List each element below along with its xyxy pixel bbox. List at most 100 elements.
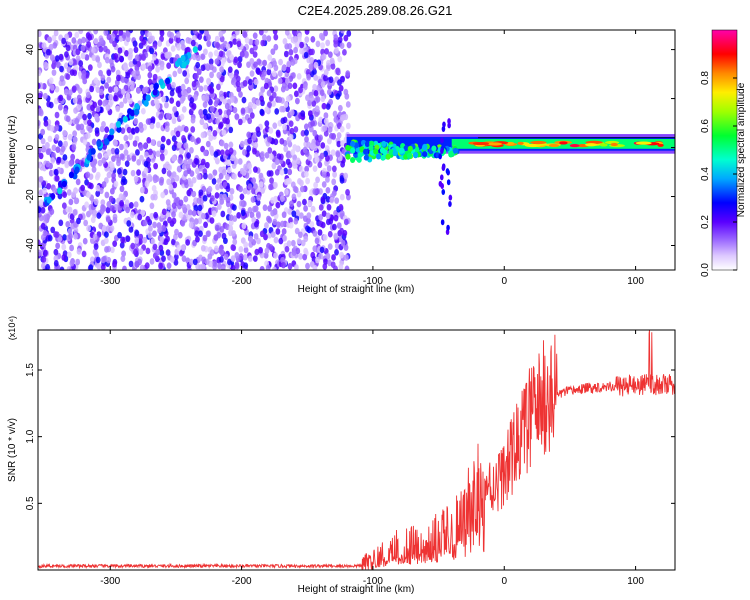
spectrogram-cell	[158, 113, 164, 121]
spectrogram-cell	[48, 101, 54, 109]
spectrogram-cell	[169, 97, 175, 104]
spectrogram-cell	[342, 48, 347, 56]
spectrogram-cell	[244, 36, 250, 44]
spectrogram-cell	[309, 56, 314, 64]
spectrogram-cell	[253, 61, 258, 69]
spectrogram-cell	[243, 241, 249, 248]
spectrogram-cell	[293, 186, 299, 194]
spectrogram-cell	[288, 221, 294, 229]
spectrogram-cell	[198, 230, 203, 237]
spectrogram-cell	[140, 53, 146, 60]
spectrogram-cell	[68, 198, 74, 206]
carrier-cell	[364, 141, 371, 148]
spectrogram-cell	[88, 264, 94, 270]
spectrogram-cell	[280, 220, 285, 228]
spectrogram-cell	[65, 73, 71, 80]
spectrogram-cell	[330, 149, 336, 156]
spectrogram-cell	[331, 165, 337, 173]
spectrogram-cell	[105, 104, 111, 111]
spectrogram-cell	[125, 30, 131, 38]
carrier-hotspot	[657, 143, 664, 147]
spectrogram-cell	[158, 244, 164, 252]
spectrogram-cell	[116, 74, 121, 82]
spectrogram-cell	[252, 32, 258, 39]
spectrogram-cell	[73, 197, 79, 205]
spectrogram-cell	[123, 149, 129, 156]
spectrogram-cell	[246, 145, 252, 152]
spectrogram-cell	[144, 151, 149, 158]
spectrogram-cell	[134, 126, 140, 134]
spectrogram-cell	[232, 173, 237, 180]
spectrogram-cell	[212, 260, 218, 267]
spectrogram-cell	[132, 140, 138, 147]
spectrogram-cell	[38, 181, 43, 188]
spectrogram-cell	[299, 179, 304, 187]
spectrogram-cell	[197, 33, 203, 40]
spectrogram-cell	[281, 261, 286, 269]
carrier-hotspot	[569, 144, 580, 148]
spectrogram-cell	[77, 112, 83, 120]
spectrogram-cell	[277, 96, 283, 104]
spectrogram-cell	[196, 197, 202, 205]
spectrogram-trace-cell	[143, 99, 149, 107]
spectrogram-cell	[139, 195, 145, 203]
spectrogram-cell	[171, 135, 177, 142]
spectrogram-cell	[130, 169, 136, 177]
spectrogram-cell	[288, 217, 293, 224]
spectrogram-cell	[160, 135, 166, 143]
spectrogram-cell	[140, 30, 145, 36]
spectrogram-cell	[188, 258, 194, 266]
spectrogram-cell	[198, 76, 204, 83]
spectrogram-cell	[192, 258, 198, 266]
snr-ylabel: SNR (10 * v/v)	[7, 418, 18, 482]
spectrogram-cell	[318, 214, 324, 221]
spectrogram-cell	[116, 159, 121, 167]
spectrogram-cell	[174, 174, 180, 182]
spectrogram-cell	[176, 44, 182, 51]
spectrogram-cell	[329, 196, 335, 204]
spectrogram-cell	[339, 177, 345, 184]
spectrogram-cell	[196, 137, 201, 144]
colorbar-gradient	[711, 29, 738, 271]
spectrogram-cell	[69, 213, 75, 220]
spectrogram-cell	[110, 147, 116, 155]
spectrogram-cell	[343, 254, 349, 261]
spectrogram-cell	[200, 131, 206, 139]
spectrogram-cell	[155, 102, 161, 110]
spectrogram-cell	[304, 30, 310, 35]
carrier-hotspot	[599, 143, 608, 147]
spectrogram-cell	[342, 229, 348, 237]
spectrogram-cell	[86, 41, 92, 48]
spectrogram-cell	[144, 180, 150, 188]
spectrogram-cell	[42, 187, 48, 195]
carrier-cell	[363, 154, 369, 161]
carrier-cell	[350, 147, 356, 154]
spectrogram-cell	[322, 125, 328, 132]
spectrogram-cell	[118, 193, 124, 200]
carrier-cell	[452, 147, 459, 154]
spectrogram-cell	[243, 50, 249, 58]
spectrogram-cell	[83, 219, 89, 227]
spike-cell	[447, 122, 451, 129]
spectrogram-cell	[206, 34, 211, 41]
spectrogram-cell	[312, 264, 318, 270]
spectrogram-cell	[220, 265, 226, 270]
spectrogram-cell	[336, 132, 342, 139]
spectrogram-cell	[240, 209, 246, 217]
spectrogram-cell	[181, 255, 187, 262]
spectrogram-data	[38, 30, 675, 270]
spectrogram-cell	[235, 75, 241, 83]
spectrogram-cell	[191, 80, 197, 88]
spectrogram-cell	[78, 30, 84, 35]
spectrogram-cell	[193, 204, 199, 212]
spectrogram-cell	[326, 59, 331, 67]
spectrogram-cell	[269, 153, 274, 161]
spectrogram-cell	[242, 79, 248, 87]
spectrogram-cell	[87, 112, 92, 120]
spectrogram-cell	[264, 247, 270, 255]
spectrogram-cell	[176, 141, 182, 149]
spectrogram-cell	[180, 83, 186, 91]
spectrogram-cell	[314, 105, 320, 112]
spectrogram-cell	[206, 77, 211, 85]
spectrogram-cell	[138, 248, 144, 255]
